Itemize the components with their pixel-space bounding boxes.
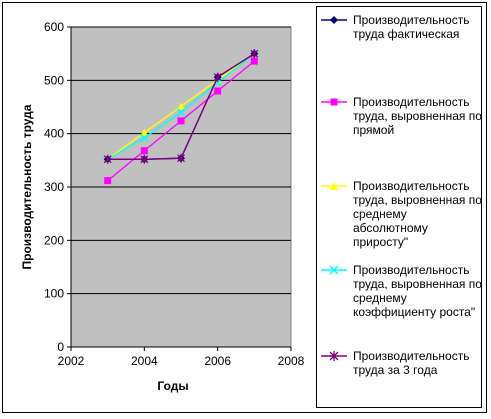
legend-swatch-star-icon [321, 351, 347, 361]
legend-item: Производительность труда, выровненная по… [317, 95, 483, 165]
y-axis-label: Производительность труда [20, 104, 34, 269]
data-point [103, 154, 112, 164]
data-point [140, 128, 149, 137]
legend-label: Производительность труда за 3 года [353, 349, 470, 377]
y-tick-label: 100 [44, 287, 64, 301]
legend-swatch-diamond-icon [321, 16, 347, 24]
y-tick-label: 500 [44, 73, 64, 87]
legend-label: Производительность труда, выровненная по… [353, 179, 482, 249]
legend-label: Производительность труда, выровненная по… [353, 263, 482, 319]
legend-label: Производительность труда, выровненная по… [353, 95, 482, 137]
data-point [177, 102, 185, 110]
x-axis-label: Годы [157, 379, 188, 393]
data-point [104, 177, 112, 185]
series-star [103, 49, 259, 164]
data-point [213, 72, 222, 82]
y-tick-label: 300 [44, 180, 64, 194]
y-tick-label: 400 [44, 127, 64, 141]
data-point [177, 117, 185, 125]
x-tick-label: 2002 [58, 354, 85, 368]
legend-item: Производительность труда, выровненная по… [317, 263, 483, 333]
y-tick-label: 200 [44, 233, 64, 247]
legend-swatch-square-icon [321, 98, 347, 106]
axes: 0 100 200 300 400 500 600 2002 2004 2006 2008 [44, 20, 305, 368]
grid-lines [71, 26, 291, 295]
x-tick-label: 2008 [278, 354, 305, 368]
data-point [140, 147, 148, 155]
series-layer [103, 49, 259, 185]
data-point [177, 153, 185, 163]
x-tick-label: 2004 [131, 354, 158, 368]
legend: Производительность труда фактическая Про… [316, 6, 482, 408]
data-point [176, 108, 186, 117]
legend-label: Производительность труда фактическая [353, 13, 470, 41]
x-tick-label: 2006 [204, 354, 231, 368]
y-tick-label: 0 [57, 340, 64, 354]
legend-swatch-x-icon [321, 265, 347, 275]
data-point [140, 154, 149, 164]
data-point [140, 133, 149, 142]
y-tick-label: 600 [44, 20, 64, 34]
legend-item: Производительность труда, выровненная по… [317, 179, 483, 249]
legend-swatch-triangle-icon [321, 182, 347, 190]
legend-item: Производительность труда за 3 года [317, 349, 483, 419]
series-square [104, 57, 258, 185]
data-point [250, 49, 259, 59]
legend-item: Производительность труда фактическая [317, 13, 483, 83]
data-point [250, 57, 258, 65]
data-point [214, 87, 222, 95]
